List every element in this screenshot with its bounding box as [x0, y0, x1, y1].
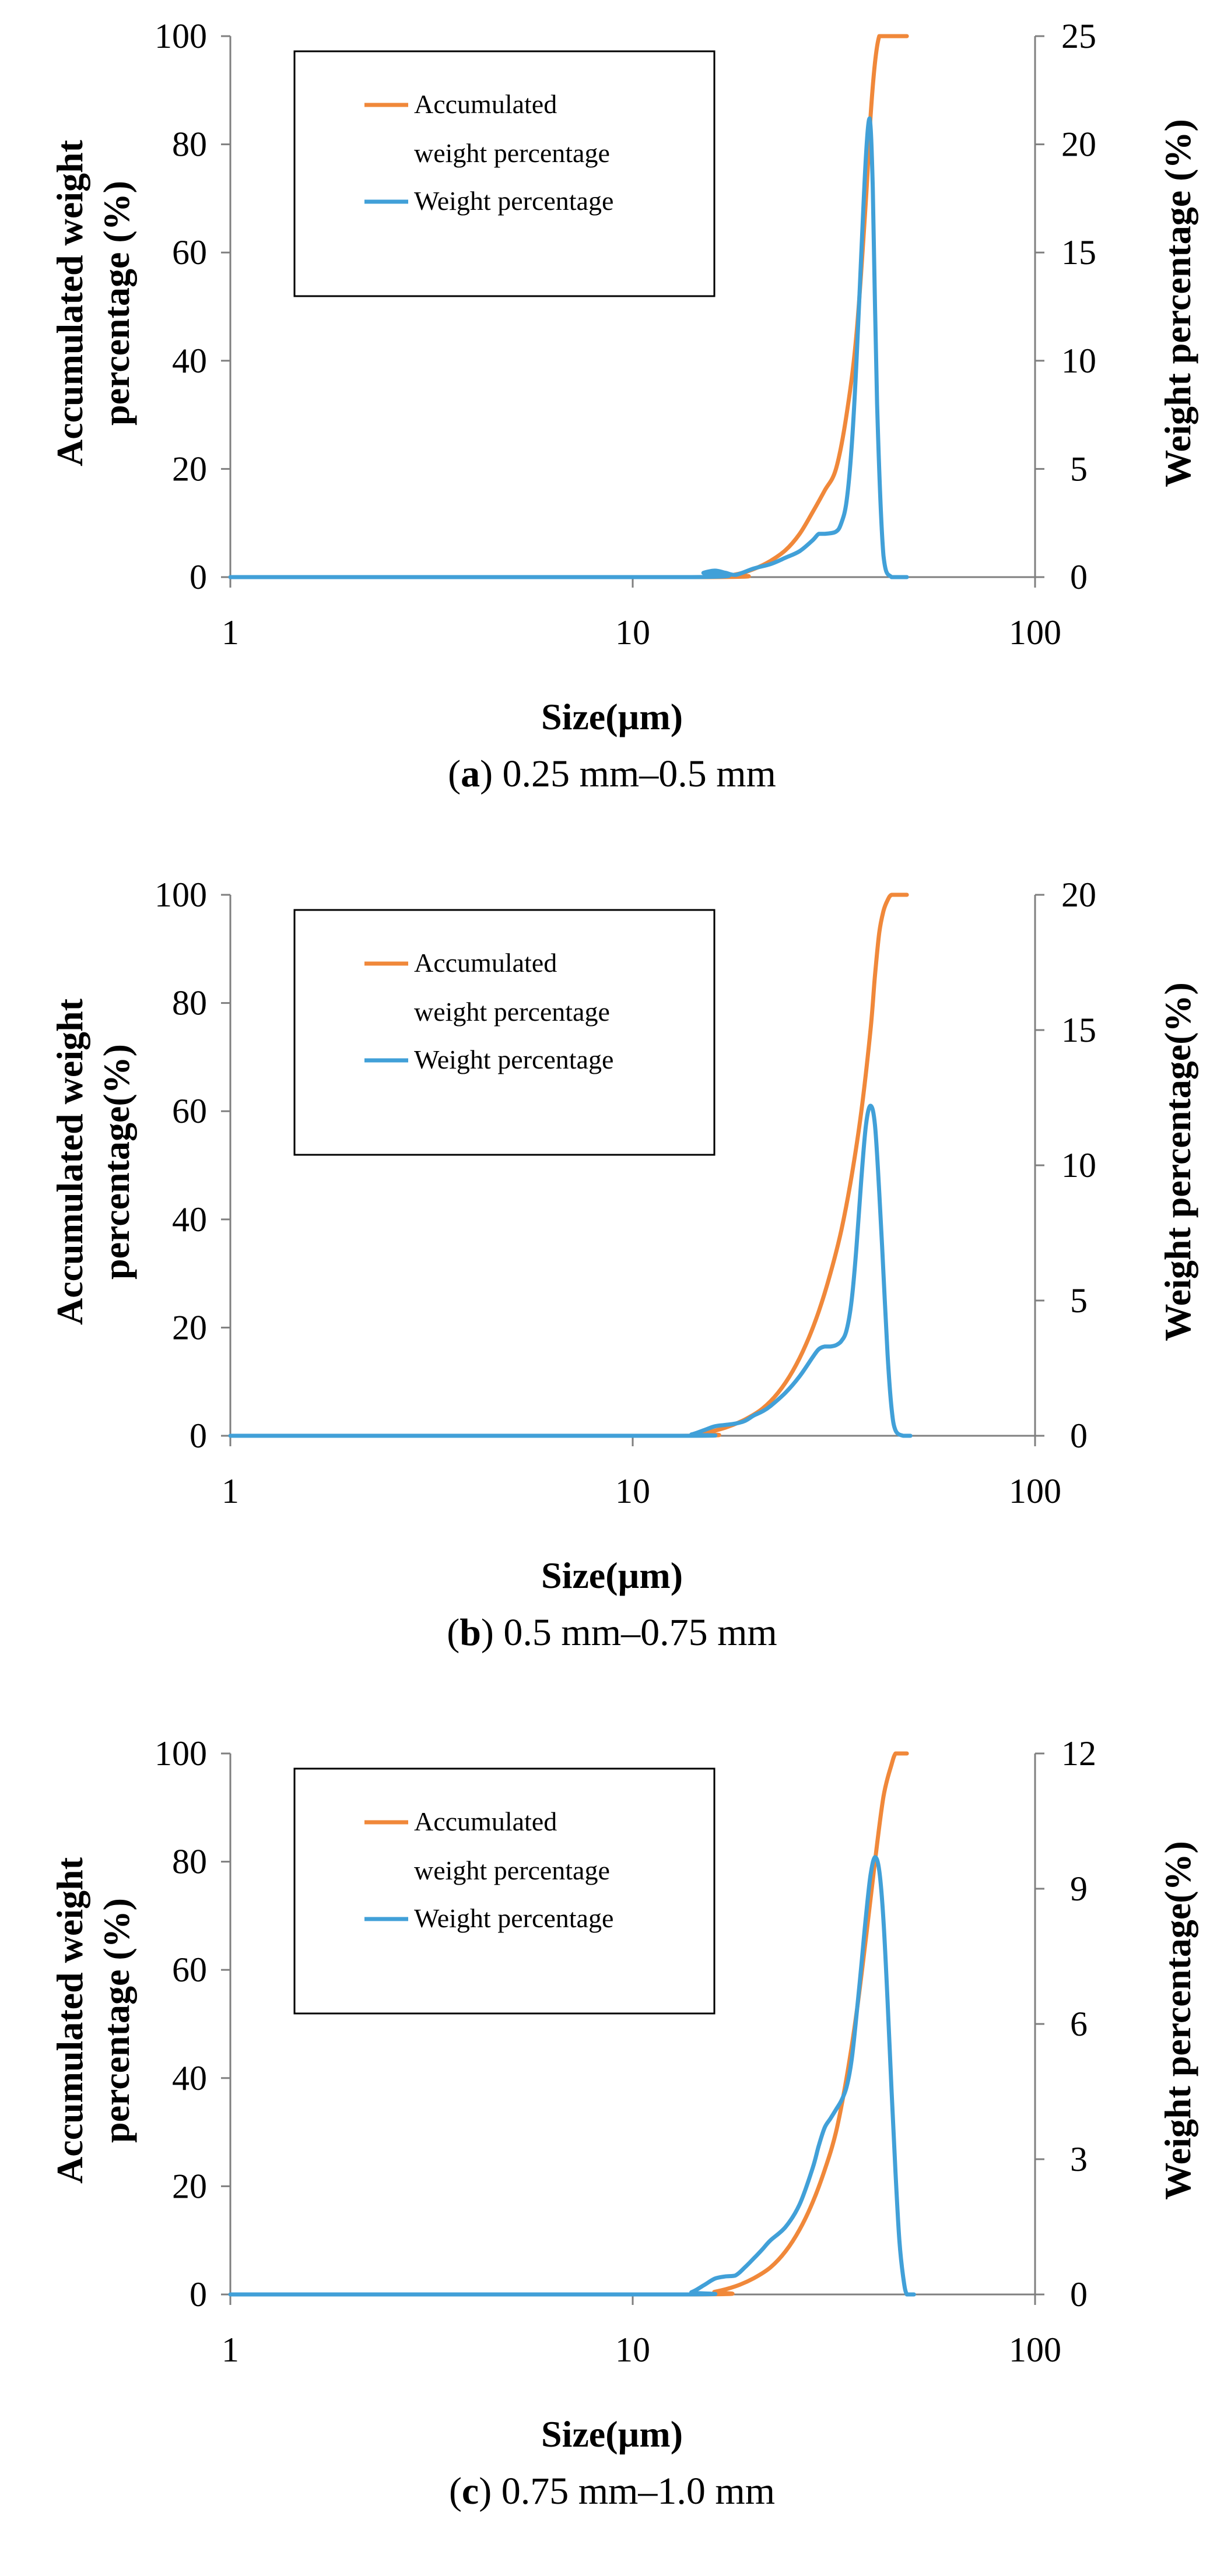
y-axis-label-left-c: Accumulated weight percentage (%) — [49, 1857, 137, 2184]
y-left-tick-label-a-0: 0 — [190, 558, 207, 596]
y-left-tick-label-c-2: 40 — [172, 2059, 207, 2097]
y-right-tick-label-c-3: 9 — [1070, 1869, 1088, 1908]
x-tick-label-c-2: 100 — [1009, 2331, 1061, 2369]
y-left-tick-label-b-1: 20 — [172, 1308, 207, 1347]
y-axis-label-left-a: Accumulated weight percentage (%) — [49, 140, 137, 466]
y-left-tick-label-a-4: 80 — [172, 125, 207, 164]
x-tick-label-b-0: 1 — [222, 1472, 239, 1510]
legend-label-weight-a: Weight percentage — [414, 186, 613, 216]
y-right-tick-label-a-4: 20 — [1061, 125, 1096, 164]
x-tick-label-a-2: 100 — [1009, 613, 1061, 652]
y-right-tick-label-c-2: 6 — [1070, 2005, 1088, 2043]
y-left-tick-label-b-3: 60 — [172, 1092, 207, 1130]
y-left-tick-label-a-2: 40 — [172, 342, 207, 380]
x-tick-label-a-1: 10 — [615, 613, 650, 652]
y-left-tick-label-b-0: 0 — [190, 1417, 207, 1455]
legend-label-accumulated-a: Accumulated — [414, 89, 557, 119]
y-left-tick-label-c-4: 80 — [172, 1843, 207, 1881]
legend-label-weight-b: Weight percentage — [414, 1045, 613, 1074]
y-right-tick-label-a-2: 10 — [1061, 342, 1096, 380]
y-right-tick-label-a-5: 25 — [1061, 17, 1096, 55]
x-axis-label-b: Size(µm) — [541, 1555, 683, 1596]
y-right-tick-label-a-0: 0 — [1070, 558, 1088, 596]
y-left-tick-label-b-4: 80 — [172, 984, 207, 1022]
caption-b: (b) 0.5 mm–0.75 mm — [447, 1611, 777, 1654]
series-line-c-accumulated — [228, 1751, 909, 2297]
y-right-tick-label-b-3: 15 — [1061, 1011, 1096, 1049]
y-right-tick-label-b-0: 0 — [1070, 1417, 1088, 1455]
y-axis-label-left-b: Accumulated weight percentage(%) — [49, 999, 137, 1325]
legend-label-accumulated-2-c: weight percentage — [414, 1855, 610, 1885]
legend-box-c — [293, 1767, 716, 2015]
legend-label-accumulated-2-b: weight percentage — [414, 997, 610, 1027]
y-left-tick-label-c-3: 60 — [172, 1951, 207, 1989]
y-right-tick-label-b-2: 10 — [1061, 1146, 1096, 1185]
chart-panel-c: 0 20 40 60 80 100 0 3 6 9 12 1 10 100 Accumulated weigh… — [0, 1717, 1224, 2576]
y-right-tick-label-b-4: 20 — [1061, 876, 1096, 914]
legend-box-a — [293, 50, 716, 297]
y-left-tick-label-a-5: 100 — [155, 17, 207, 55]
series-line-a-accumulated — [228, 34, 909, 579]
legend-label-weight-c: Weight percentage — [414, 1903, 613, 1933]
y-right-tick-label-a-1: 5 — [1070, 449, 1088, 488]
x-tick-label-c-1: 10 — [615, 2331, 650, 2369]
y-axis-label-right-c: Weight percentage(%) — [1157, 1841, 1198, 2200]
caption-c: (c) 0.75 mm–1.0 mm — [448, 2470, 776, 2512]
legend-label-accumulated-c: Accumulated — [414, 1807, 557, 1836]
x-tick-label-a-0: 1 — [222, 613, 239, 652]
y-right-tick-label-c-1: 3 — [1070, 2140, 1088, 2178]
series-line-b-weight — [228, 1104, 913, 1438]
caption-a: (a) 0.25 mm–0.5 mm — [448, 753, 776, 795]
series-line-a-weight — [228, 116, 909, 579]
x-tick-label-b-1: 10 — [615, 1472, 650, 1510]
y-right-tick-label-a-3: 15 — [1061, 233, 1096, 272]
legend-label-accumulated-b: Accumulated — [414, 948, 557, 978]
y-axis-label-right-a: Weight percentage (%) — [1157, 119, 1198, 487]
legend-box-b — [293, 909, 716, 1156]
legend-label-accumulated-2-a: weight percentage — [414, 138, 610, 168]
x-axis-label-a: Size(µm) — [541, 696, 683, 737]
y-left-tick-label-c-0: 0 — [190, 2275, 207, 2314]
y-left-tick-label-a-1: 20 — [172, 449, 207, 488]
y-left-tick-label-b-5: 100 — [155, 876, 207, 914]
y-right-tick-label-c-0: 0 — [1070, 2275, 1088, 2314]
chart-panel-b: 0 20 40 60 80 100 0 5 10 15 20 1 10 100 Accumulated wei… — [0, 859, 1224, 1717]
y-right-tick-label-b-1: 5 — [1070, 1281, 1088, 1320]
y-left-tick-label-b-2: 40 — [172, 1200, 207, 1239]
x-tick-label-b-2: 100 — [1009, 1472, 1061, 1510]
chart-panel-a: 0 20 40 60 80 100 0 5 10 15 20 25 1 10 100 Accumulated w… — [0, 0, 1224, 859]
y-left-tick-label-c-1: 20 — [172, 2167, 207, 2205]
y-axis-label-right-b: Weight percentage(%) — [1157, 982, 1198, 1341]
series-line-c-weight — [228, 1855, 916, 2297]
y-left-tick-label-c-5: 100 — [155, 1734, 207, 1773]
x-tick-label-c-0: 1 — [222, 2331, 239, 2369]
y-left-tick-label-a-3: 60 — [172, 233, 207, 272]
y-right-tick-label-c-4: 12 — [1061, 1734, 1096, 1773]
x-axis-label-c: Size(µm) — [541, 2413, 683, 2455]
